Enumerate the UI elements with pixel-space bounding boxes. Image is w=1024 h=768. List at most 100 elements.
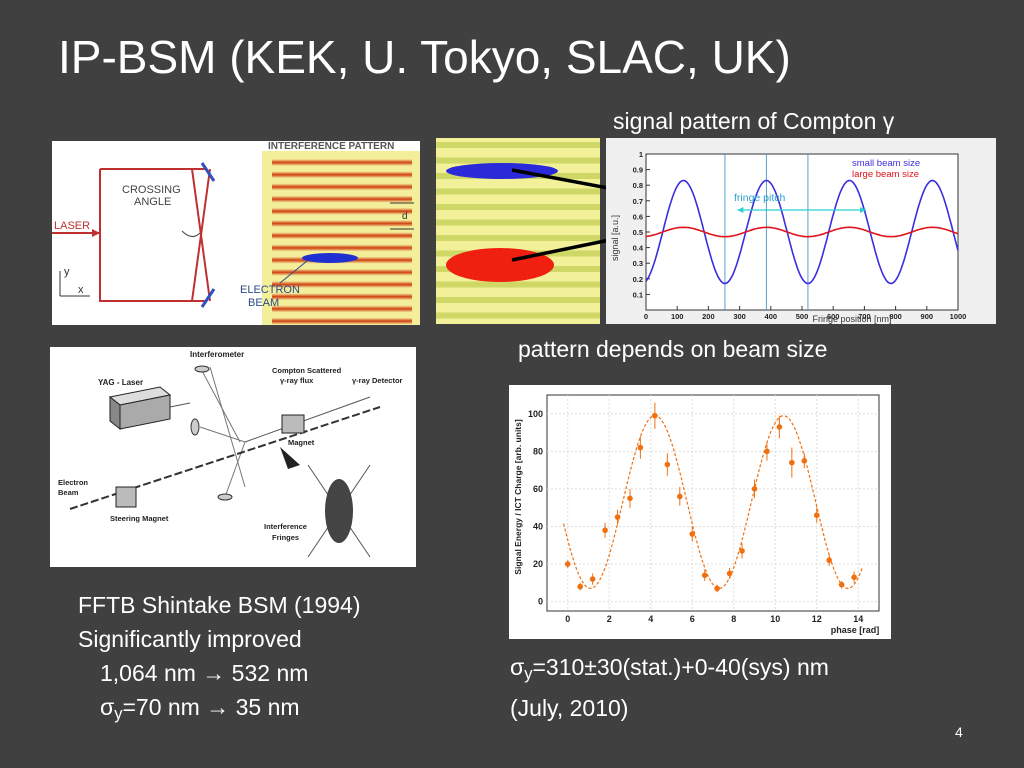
signal-chart-xtick-label: 1000 xyxy=(950,312,967,321)
measurement-point xyxy=(838,581,845,588)
yellow-fringe-stripe xyxy=(436,219,600,226)
measurement-point xyxy=(637,444,644,451)
crossing-angle-label-2: ANGLE xyxy=(134,196,171,208)
result-date: (July, 2010) xyxy=(510,695,629,722)
measurement-chart-xlabel: phase [rad] xyxy=(831,625,880,635)
result-notes: σy=310±30(stat.)+0-40(sys) nm (July, 201… xyxy=(510,650,829,725)
fringe-stripe xyxy=(272,281,412,288)
slide-title: IP-BSM (KEK, U. Tokyo, SLAC, UK) xyxy=(58,31,791,83)
fftb-arrow-icon xyxy=(280,447,300,469)
fftb-setup-diagram: Interferometer YAG - Laser Compton Scatt… xyxy=(50,347,416,567)
result-sigma-sub: y xyxy=(524,664,533,684)
yellow-fringe-stripe xyxy=(436,204,600,210)
fftb-setup-svg: Interferometer YAG - Laser Compton Scatt… xyxy=(58,350,403,558)
laser-path-bottom xyxy=(99,169,207,302)
signal-chart-ytick-label: 0.7 xyxy=(633,197,643,206)
pattern-depends-caption: pattern depends on beam size xyxy=(518,336,828,362)
fftb-detector-label: γ-ray Detector xyxy=(352,376,403,385)
signal-chart-ylabel: signal [a.u.] xyxy=(610,215,620,261)
measurement-point xyxy=(776,424,783,430)
signal-chart-xtick-label: 900 xyxy=(921,312,934,321)
signal-chart-series xyxy=(645,179,959,285)
yellow-fringe-stripe xyxy=(436,281,600,288)
measurement-point xyxy=(789,459,795,466)
yellow-fringe-stripe xyxy=(436,312,600,319)
fringe-stripe xyxy=(272,207,412,215)
crossing-angle-arc xyxy=(181,230,201,237)
fringe-stripe xyxy=(272,317,412,325)
fftb-sigma-sub: y xyxy=(114,704,123,724)
electron-beam-pointer xyxy=(279,260,308,284)
measurement-chart-ytick-label: 60 xyxy=(533,484,543,494)
measurement-point xyxy=(564,561,571,567)
fftb-note-1: FFTB Shintake BSM (1994) xyxy=(78,592,361,618)
optic-1 xyxy=(194,365,210,373)
measurement-point xyxy=(764,448,770,455)
d-label: d xyxy=(402,211,408,222)
crossing-beam-b xyxy=(191,168,211,302)
fftb-compton-label-2: γ-ray flux xyxy=(280,376,314,385)
fringe-overlap xyxy=(325,479,353,543)
signal-chart: 0 100 200 300 400 500 600 700 800 900 1000 0.1 0.2 0.… xyxy=(606,138,996,324)
fringe-stripe xyxy=(272,232,412,240)
laser-beam-2 xyxy=(199,366,241,443)
measurement-point xyxy=(602,527,608,534)
signal-chart-xtick-label: 400 xyxy=(765,312,778,321)
yellow-fringe-stripe xyxy=(436,188,600,195)
fringe-stripe xyxy=(272,159,412,166)
measurement-fit-line xyxy=(563,415,863,590)
signal-chart-ytick-label: 0.2 xyxy=(633,275,643,284)
result-sigma: σ xyxy=(510,654,525,680)
signal-chart-xtick-label: 200 xyxy=(702,312,715,321)
measurement-point xyxy=(652,412,658,419)
measurement-chart-ytick-label: 100 xyxy=(528,409,543,419)
measurement-point xyxy=(689,531,696,537)
signal-chart-ytick-label: 1 xyxy=(639,150,643,159)
laser-beam-4 xyxy=(199,426,246,443)
fftb-compton-label-1: Compton Scattered xyxy=(272,366,342,375)
compton-line xyxy=(244,396,371,443)
measurement-point xyxy=(627,495,633,502)
measurement-chart-xtick-label: 10 xyxy=(770,614,780,624)
laser-beam-1 xyxy=(169,402,191,408)
legend-large-beam: large beam size xyxy=(852,169,919,180)
optic-2 xyxy=(190,418,200,436)
crossing-angle-label-1: CROSSING xyxy=(122,184,181,196)
measurement-chart-xtick-label: 4 xyxy=(648,614,653,624)
signal-chart-xtick-label: 100 xyxy=(671,312,684,321)
signal-chart-ticks: 0 100 200 300 400 500 600 700 800 900 1000 0.1 0.2 0.… xyxy=(633,150,967,321)
fringe-pitch-arrowhead-left xyxy=(737,207,744,213)
measurement-point xyxy=(726,570,733,577)
fringe-stripe xyxy=(272,195,412,203)
fftb-note-4: σy=70 nm → 35 nm xyxy=(78,690,361,731)
fftb-electron-label-2: Beam xyxy=(58,488,79,497)
interference-schematic: INTERFERENCE PATTERN CROSSING ANGLE LASE… xyxy=(52,141,420,325)
measurement-chart-ytick-label: 40 xyxy=(533,521,543,531)
measurement-point xyxy=(851,574,857,580)
signal-series-line xyxy=(645,226,959,238)
signal-chart-ytick-label: 0.4 xyxy=(633,244,644,253)
measurement-chart-xtick-label: 6 xyxy=(690,614,695,624)
measurement-chart-ytick-label: 80 xyxy=(533,446,543,456)
electron-beam-ellipse xyxy=(302,253,358,263)
fftb-note-2: Significantly improved xyxy=(78,626,302,652)
page-number: 4 xyxy=(955,724,963,740)
measurement-point xyxy=(577,583,583,590)
signal-chart-xtick-label: 500 xyxy=(796,312,809,321)
axis-x-label: x xyxy=(78,284,84,296)
fringe-stripe xyxy=(272,171,412,179)
yellow-fringe-stripe xyxy=(436,157,600,164)
measurement-chart-xtick-label: 2 xyxy=(607,614,612,624)
measurement-point xyxy=(751,486,758,492)
measurement-chart-series xyxy=(563,402,863,593)
interference-schematic-svg: INTERFERENCE PATTERN CROSSING ANGLE LASE… xyxy=(52,141,420,325)
signal-chart-xlabel: Fringe position [nm] xyxy=(812,314,891,324)
yellow-fringe-stripe xyxy=(436,142,600,148)
measurement-point xyxy=(801,457,808,464)
fftb-fringes-label-2: Fringes xyxy=(272,533,299,542)
signal-chart-xtick-label: 600 xyxy=(827,312,840,321)
signal-chart-ytick-label: 0.8 xyxy=(633,181,643,190)
fftb-electron-label-1: Electron xyxy=(58,478,88,487)
fringe-pitch-label: fringe pitch xyxy=(734,192,786,204)
laser-beam-3 xyxy=(209,366,246,488)
